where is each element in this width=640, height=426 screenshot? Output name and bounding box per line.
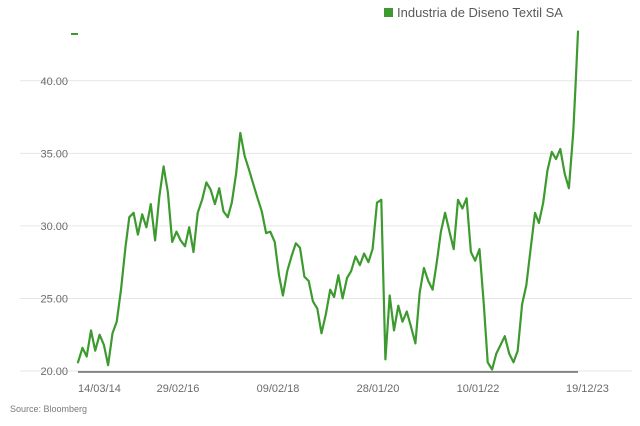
x-tick-label: 29/02/16 (157, 383, 200, 395)
legend: Industria de Diseno Textil SA (384, 5, 563, 20)
x-tick-label: 10/01/22 (457, 383, 500, 395)
x-tick-label: 14/03/14 (78, 383, 121, 395)
y-tick-label: 20.00 (40, 366, 68, 378)
gridlines (20, 80, 632, 372)
x-tick-label: 28/01/20 (357, 383, 400, 395)
source-note: Source: Bloomberg (10, 404, 88, 414)
y-tick-label: 30.00 (40, 221, 68, 233)
series-line (76, 30, 580, 371)
y-axis: 20.00 25.00 30.00 35.00 40.00 (40, 76, 68, 378)
series-layer (71, 30, 580, 371)
y-tick-label: 25.00 (40, 293, 68, 305)
x-tick-label: 19/12/23 (566, 383, 609, 395)
x-axis: 14/03/14 29/02/16 09/02/18 28/01/20 10/01/22… (78, 371, 609, 395)
x-tick-label: 09/02/18 (257, 383, 300, 395)
legend-swatch (384, 8, 393, 17)
y-tick-label: 35.00 (40, 148, 68, 160)
y-tick-label: 40.00 (40, 76, 68, 88)
legend-label: Industria de Diseno Textil SA (397, 5, 563, 20)
